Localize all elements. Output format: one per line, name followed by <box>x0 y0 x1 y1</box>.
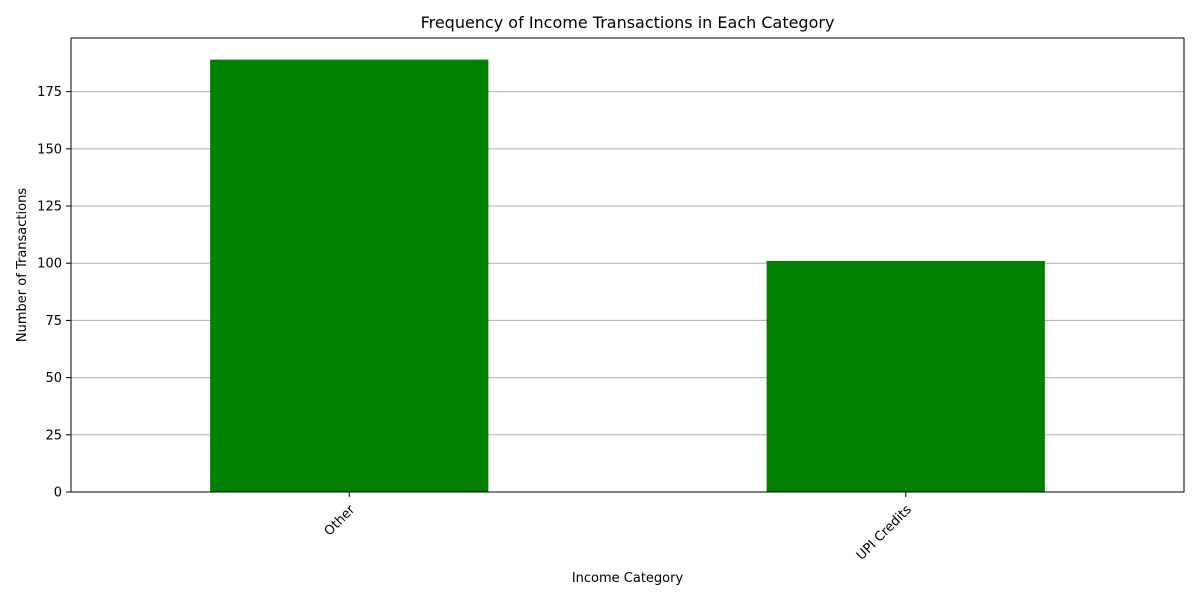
bar-upi-credits <box>766 260 1045 492</box>
y-tick-label: 150 <box>37 142 62 157</box>
x-tick-label: Other <box>322 502 359 539</box>
y-axis-label: Number of Transactions <box>15 188 30 342</box>
y-tick-label: 75 <box>45 314 62 329</box>
y-tick-label: 100 <box>37 257 62 272</box>
y-tick-label: 25 <box>45 428 62 443</box>
chart-title: Frequency of Income Transactions in Each… <box>421 13 835 32</box>
x-axis-label: Income Category <box>572 571 684 586</box>
bars <box>210 59 1045 492</box>
y-tick-label: 0 <box>54 486 62 501</box>
y-tick-label: 175 <box>37 85 62 100</box>
y-axis-ticks: 0 25 50 75 100 125 150 175 <box>37 85 71 501</box>
y-tick-label: 50 <box>45 371 62 386</box>
x-tick-label: UPI Credits <box>854 502 915 563</box>
bar-other <box>210 59 489 492</box>
plot-frame <box>70 37 1185 493</box>
y-tick-label: 125 <box>37 200 62 215</box>
x-axis-ticks: Other UPI Credits <box>322 492 915 563</box>
